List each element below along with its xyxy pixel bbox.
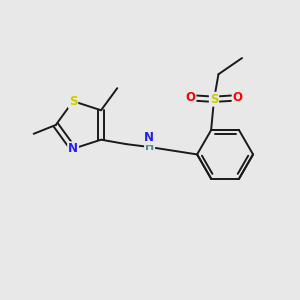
Text: N: N [68, 142, 78, 155]
Text: S: S [69, 95, 77, 108]
Text: N: N [143, 131, 154, 144]
Text: S: S [210, 93, 218, 106]
Text: O: O [232, 91, 243, 104]
Text: H: H [145, 142, 154, 152]
Text: O: O [185, 91, 196, 104]
